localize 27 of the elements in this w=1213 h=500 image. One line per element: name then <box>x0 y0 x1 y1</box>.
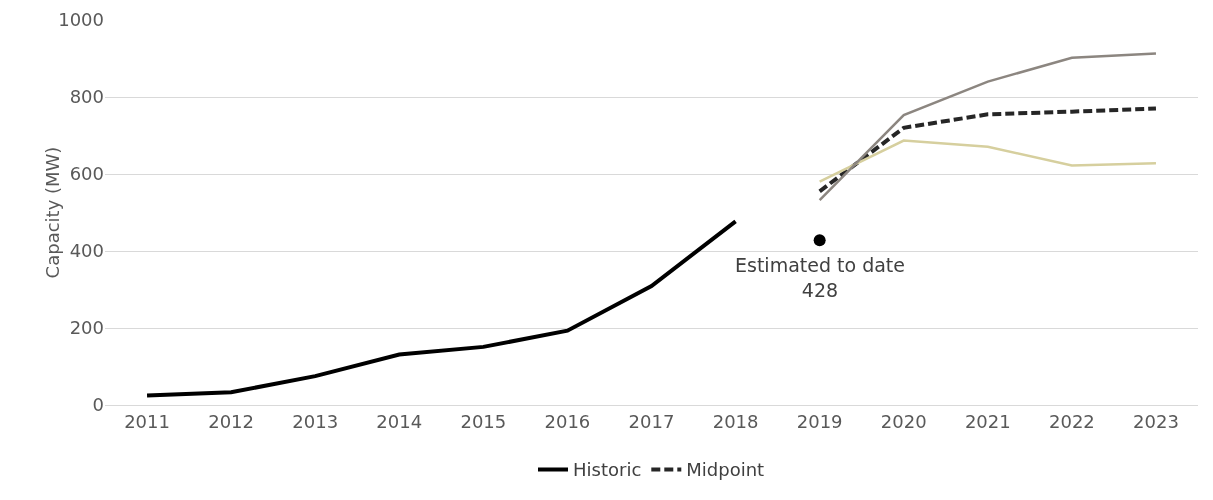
x-tick-label: 2012 <box>208 410 255 432</box>
x-tick-label: 2014 <box>376 410 423 432</box>
y-axis-title: Capacity (MW) <box>42 146 63 279</box>
x-tick-label: 2023 <box>1133 410 1179 432</box>
line-series <box>818 52 1158 202</box>
y-tick-label: 0 <box>92 394 104 416</box>
legend-label: Historic <box>573 459 642 481</box>
y-tick-label: 800 <box>69 86 104 108</box>
line-series <box>145 219 738 398</box>
y-tick-label: 400 <box>69 240 104 262</box>
line-series <box>817 106 1158 194</box>
x-tick-label: 2013 <box>292 410 339 432</box>
legend-label: Midpoint <box>686 459 765 481</box>
y-tick-label: 600 <box>69 163 104 185</box>
y-tick-label: 1000 <box>58 9 104 31</box>
x-tick-label: 2019 <box>796 410 843 432</box>
x-tick-label: 2022 <box>1048 410 1095 432</box>
line-series <box>818 139 1158 183</box>
x-tick-label: 2015 <box>460 410 507 432</box>
x-tick-label: 2021 <box>964 410 1011 432</box>
x-tick-label: 2018 <box>712 410 759 432</box>
x-tick-label: 2011 <box>124 410 170 432</box>
annotation: Estimated to date 428 <box>735 254 905 301</box>
x-tick-label: 2016 <box>544 410 591 432</box>
x-tick-label: 2020 <box>880 410 927 432</box>
y-tick-label: 200 <box>69 317 104 339</box>
x-tick-label: 2017 <box>628 410 675 432</box>
